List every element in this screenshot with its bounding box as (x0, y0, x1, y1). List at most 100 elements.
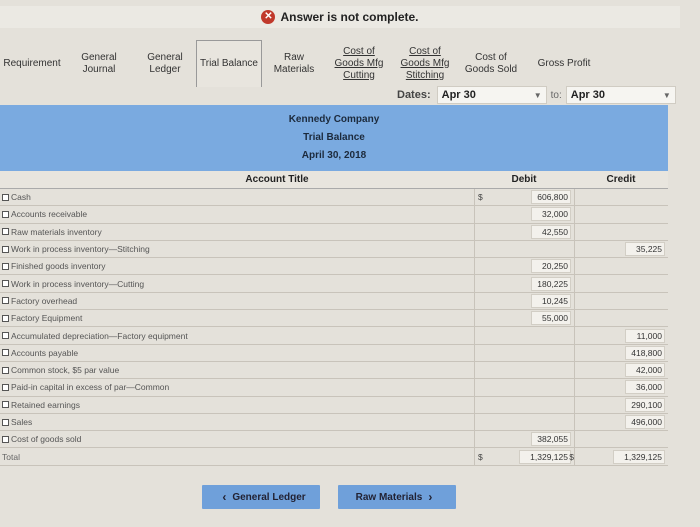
account-title-input[interactable] (11, 432, 451, 447)
account-title-input[interactable] (11, 190, 451, 205)
checkbox-icon (2, 314, 9, 322)
table-row (0, 379, 668, 397)
debit-input[interactable] (531, 207, 571, 222)
tab-cost-goods-mfg-stitching[interactable]: Cost of Goods Mfg Stitching (400, 45, 450, 81)
tab-trial-balance[interactable]: Trial Balance (196, 40, 262, 87)
credit-input[interactable] (625, 207, 665, 222)
checkbox-icon (2, 401, 9, 409)
credit-input[interactable] (625, 259, 665, 274)
date-to-select[interactable]: Apr 30 ▼ (565, 86, 676, 104)
account-title-input[interactable] (11, 259, 451, 274)
debit-input[interactable] (531, 415, 571, 429)
credit-input[interactable] (625, 328, 665, 343)
dollar-sign: $ (569, 451, 574, 462)
credit-input[interactable] (625, 363, 665, 378)
table-row (0, 310, 668, 328)
tab-requirement[interactable]: Requirement (3, 57, 61, 69)
debit-input[interactable] (531, 259, 571, 274)
account-title-input[interactable] (11, 293, 451, 308)
date-from-select[interactable]: Apr 30 ▼ (436, 86, 547, 104)
tab-cost-goods-sold[interactable]: Cost of Goods Sold (464, 51, 518, 75)
next-button-label: Raw Materials (355, 491, 423, 503)
credit-input[interactable] (625, 276, 665, 291)
date-from-value: Apr 30 (441, 89, 476, 101)
checkbox-icon (2, 418, 9, 426)
table-row (0, 327, 668, 345)
chevron-down-icon: ▼ (662, 90, 671, 100)
total-row: $ $ (0, 448, 668, 466)
debit-input[interactable] (531, 190, 571, 205)
credit-input[interactable] (625, 432, 665, 447)
checkbox-icon (2, 332, 9, 340)
total-title-input[interactable] (2, 449, 442, 464)
debit-input[interactable] (531, 328, 571, 343)
prev-button[interactable]: ‹ General Ledger (202, 485, 320, 509)
table-row (0, 431, 668, 449)
table-row (0, 223, 668, 241)
account-title-input[interactable] (11, 363, 451, 378)
debit-input[interactable] (531, 345, 571, 360)
checkbox-icon (2, 349, 9, 357)
debit-input[interactable] (531, 380, 571, 395)
debit-input[interactable] (531, 397, 571, 412)
debit-header: Debit (511, 174, 537, 185)
credit-input[interactable] (625, 415, 665, 429)
account-title-input[interactable] (11, 328, 451, 343)
to-label: to: (550, 89, 562, 101)
debit-input[interactable] (531, 276, 571, 291)
account-title-input[interactable] (11, 397, 451, 412)
date-range: Dates: Apr 30 ▼ to: Apr 30 ▼ (397, 85, 676, 105)
credit-input[interactable] (625, 380, 665, 395)
checkbox-icon (2, 228, 9, 236)
table-row (0, 292, 668, 311)
account-title-input[interactable] (11, 345, 451, 360)
tab-general-ledger[interactable]: General Ledger (147, 51, 183, 75)
account-title-input[interactable] (11, 380, 451, 395)
account-title-input[interactable] (11, 224, 451, 239)
credit-input[interactable] (625, 224, 665, 239)
checkbox-icon (2, 383, 9, 391)
table-row (0, 258, 668, 276)
credit-input[interactable] (625, 311, 665, 326)
chevron-left-icon: ‹ (222, 490, 227, 504)
debit-input[interactable] (531, 224, 571, 239)
account-title-input[interactable] (11, 242, 451, 257)
credit-input[interactable] (625, 190, 665, 205)
debit-input[interactable] (531, 363, 571, 378)
next-button[interactable]: Raw Materials › (338, 485, 456, 509)
credit-input[interactable] (625, 293, 665, 308)
chevron-down-icon: ▼ (533, 90, 542, 100)
tab-raw-materials[interactable]: Raw Materials (273, 51, 315, 75)
checkbox-icon (2, 245, 9, 253)
total-credit-input[interactable] (613, 449, 665, 464)
debit-input[interactable] (531, 311, 571, 326)
debit-input[interactable] (531, 293, 571, 308)
tab-general-journal[interactable]: General Journal (81, 51, 117, 75)
table-row (0, 396, 668, 414)
debit-input[interactable] (531, 432, 571, 447)
tab-gross-profit[interactable]: Gross Profit (537, 57, 591, 69)
account-title-input[interactable] (11, 207, 451, 222)
credit-input[interactable] (625, 345, 665, 360)
report-name: Trial Balance (303, 132, 365, 143)
status-text: Answer is not complete. (280, 10, 419, 24)
account-title-input[interactable] (11, 415, 451, 429)
account-title-input[interactable] (11, 311, 451, 326)
table-row (0, 275, 668, 293)
debit-input[interactable] (531, 242, 571, 257)
credit-input[interactable] (625, 242, 665, 257)
x-circle-icon: ✕ (261, 10, 276, 24)
dates-label: Dates: (397, 89, 431, 101)
table-body: $ (0, 189, 668, 449)
checkbox-icon (2, 280, 9, 288)
account-title-input[interactable] (11, 276, 451, 291)
total-debit-input[interactable] (519, 449, 571, 464)
tab-cost-goods-mfg-cutting[interactable]: Cost of Goods Mfg Cutting (334, 45, 384, 81)
checkbox-icon (2, 210, 9, 218)
dollar-sign: $ (478, 451, 483, 462)
table-row (0, 361, 668, 380)
chevron-right-icon: › (428, 490, 433, 504)
credit-input[interactable] (625, 397, 665, 412)
checkbox-icon (2, 262, 9, 270)
column-headers: Account Title Debit Credit (0, 171, 668, 189)
